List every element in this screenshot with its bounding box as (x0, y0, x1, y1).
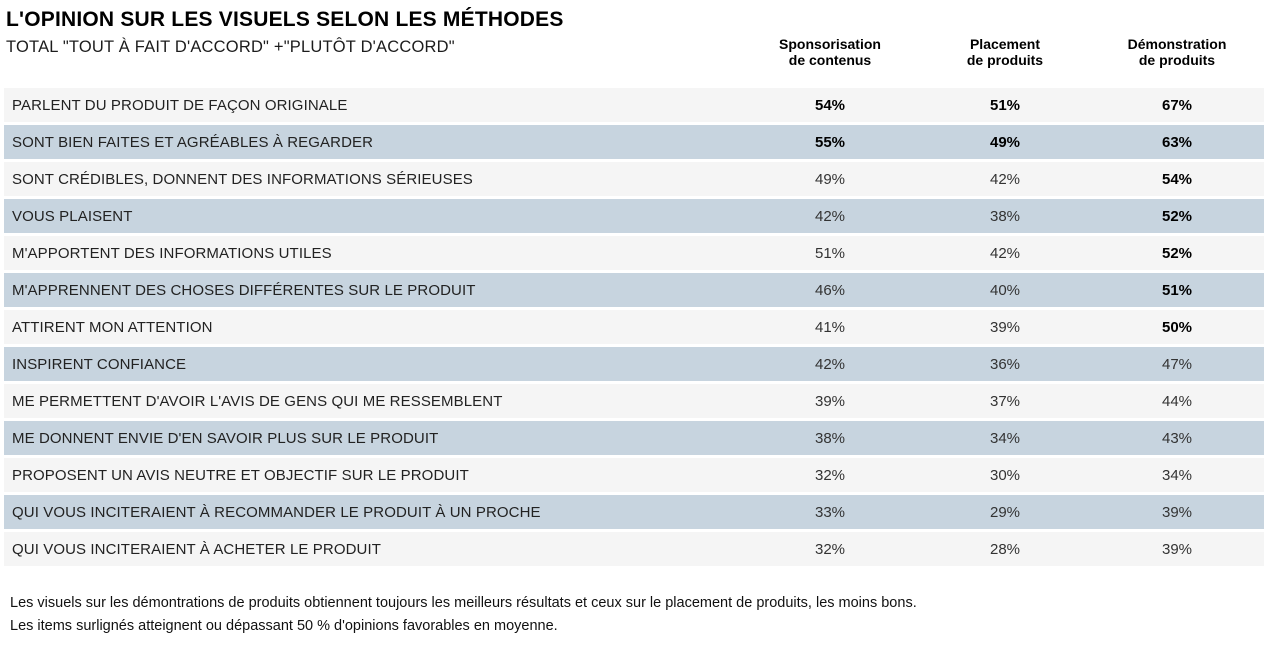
row-label: SONT CRÉDIBLES, DONNENT DES INFORMATIONS… (12, 170, 473, 188)
row-label: SONT BIEN FAITES ET AGRÉABLES À REGARDER (12, 133, 374, 151)
column-header-line: de produits (1138, 52, 1216, 68)
value-sponsorisation: 39% (814, 392, 846, 410)
table-row: INSPIRENT CONFIANCE 42% 36% 47% (4, 347, 1264, 381)
value-demonstration: 51% (1161, 281, 1193, 299)
value-placement: 36% (989, 355, 1021, 373)
value-placement: 30% (989, 466, 1021, 484)
value-demonstration: 34% (1161, 466, 1193, 484)
column-header-line: de produits (966, 52, 1044, 68)
value-sponsorisation: 42% (814, 355, 846, 373)
table-row: ATTIRENT MON ATTENTION 41% 39% 50% (4, 310, 1264, 344)
column-header-line: Démonstration (1127, 36, 1227, 52)
title-block: L'OPINION SUR LES VISUELS SELON LES MÉTH… (4, 8, 740, 70)
value-placement: 49% (989, 133, 1021, 151)
table-row: PROPOSENT UN AVIS NEUTRE ET OBJECTIF SUR… (4, 458, 1264, 492)
table-row: SONT BIEN FAITES ET AGRÉABLES À REGARDER… (4, 125, 1264, 159)
value-sponsorisation: 46% (814, 281, 846, 299)
row-label: ME DONNENT ENVIE D'EN SAVOIR PLUS SUR LE… (12, 429, 439, 447)
value-demonstration: 39% (1161, 540, 1193, 558)
table-row: VOUS PLAISENT 42% 38% 52% (4, 199, 1264, 233)
value-demonstration: 44% (1161, 392, 1193, 410)
value-placement: 29% (989, 503, 1021, 521)
column-header-sponsorisation: Sponsorisation de contenus (740, 8, 920, 70)
page-subtitle: TOTAL "TOUT À FAIT D'ACCORD" +"PLUTÔT D'… (6, 38, 455, 56)
footnotes: Les visuels sur les démontrations de pro… (4, 592, 1274, 638)
row-label: M'APPRENNENT DES CHOSES DIFFÉRENTES SUR … (12, 281, 476, 299)
row-label: QUI VOUS INCITERAIENT À ACHETER LE PRODU… (12, 540, 381, 558)
value-sponsorisation: 54% (814, 96, 846, 114)
value-demonstration: 43% (1161, 429, 1193, 447)
table-row: ME PERMETTENT D'AVOIR L'AVIS DE GENS QUI… (4, 384, 1264, 418)
row-label: VOUS PLAISENT (12, 207, 133, 225)
value-sponsorisation: 51% (814, 244, 846, 262)
row-label: PARLENT DU PRODUIT DE FAÇON ORIGINALE (12, 96, 348, 114)
value-sponsorisation: 33% (814, 503, 846, 521)
table-row: ME DONNENT ENVIE D'EN SAVOIR PLUS SUR LE… (4, 421, 1264, 455)
value-sponsorisation: 32% (814, 466, 846, 484)
table-header: L'OPINION SUR LES VISUELS SELON LES MÉTH… (4, 8, 1274, 70)
column-header-placement: Placement de produits (920, 8, 1090, 70)
value-placement: 37% (989, 392, 1021, 410)
row-label: PROPOSENT UN AVIS NEUTRE ET OBJECTIF SUR… (12, 466, 469, 484)
footnote-line-2: Les items surlignés atteignent ou dépass… (10, 618, 558, 634)
column-header-line: Sponsorisation (779, 36, 881, 52)
value-sponsorisation: 55% (814, 133, 846, 151)
data-table: PARLENT DU PRODUIT DE FAÇON ORIGINALE 54… (4, 88, 1264, 566)
column-header-line: Placement (969, 36, 1041, 52)
value-placement: 51% (989, 96, 1021, 114)
value-demonstration: 50% (1161, 318, 1193, 336)
table-row: M'APPRENNENT DES CHOSES DIFFÉRENTES SUR … (4, 273, 1264, 307)
page-title: L'OPINION SUR LES VISUELS SELON LES MÉTH… (6, 8, 564, 31)
value-placement: 28% (989, 540, 1021, 558)
row-label: QUI VOUS INCITERAIENT À RECOMMANDER LE P… (12, 503, 541, 521)
value-placement: 38% (989, 207, 1021, 225)
value-placement: 42% (989, 244, 1021, 262)
column-header-line: de contenus (788, 52, 872, 68)
table-row: QUI VOUS INCITERAIENT À ACHETER LE PRODU… (4, 532, 1264, 566)
footnote-line-1: Les visuels sur les démontrations de pro… (10, 595, 917, 611)
value-placement: 42% (989, 170, 1021, 188)
row-label: INSPIRENT CONFIANCE (12, 355, 187, 373)
column-header-demonstration: Démonstration de produits (1090, 8, 1264, 70)
row-label: ATTIRENT MON ATTENTION (12, 318, 213, 336)
value-sponsorisation: 38% (814, 429, 846, 447)
row-label: M'APPORTENT DES INFORMATIONS UTILES (12, 244, 332, 262)
value-demonstration: 52% (1161, 207, 1193, 225)
value-demonstration: 63% (1161, 133, 1193, 151)
value-placement: 39% (989, 318, 1021, 336)
table-row: M'APPORTENT DES INFORMATIONS UTILES 51% … (4, 236, 1264, 270)
value-demonstration: 52% (1161, 244, 1193, 262)
value-demonstration: 54% (1161, 170, 1193, 188)
value-sponsorisation: 42% (814, 207, 846, 225)
table-row: PARLENT DU PRODUIT DE FAÇON ORIGINALE 54… (4, 88, 1264, 122)
row-label: ME PERMETTENT D'AVOIR L'AVIS DE GENS QUI… (12, 392, 503, 410)
value-sponsorisation: 41% (814, 318, 846, 336)
value-demonstration: 67% (1161, 96, 1193, 114)
table-row: QUI VOUS INCITERAIENT À RECOMMANDER LE P… (4, 495, 1264, 529)
value-demonstration: 39% (1161, 503, 1193, 521)
table-row: SONT CRÉDIBLES, DONNENT DES INFORMATIONS… (4, 162, 1264, 196)
value-placement: 40% (989, 281, 1021, 299)
value-sponsorisation: 49% (814, 170, 846, 188)
value-placement: 34% (989, 429, 1021, 447)
value-sponsorisation: 32% (814, 540, 846, 558)
value-demonstration: 47% (1161, 355, 1193, 373)
